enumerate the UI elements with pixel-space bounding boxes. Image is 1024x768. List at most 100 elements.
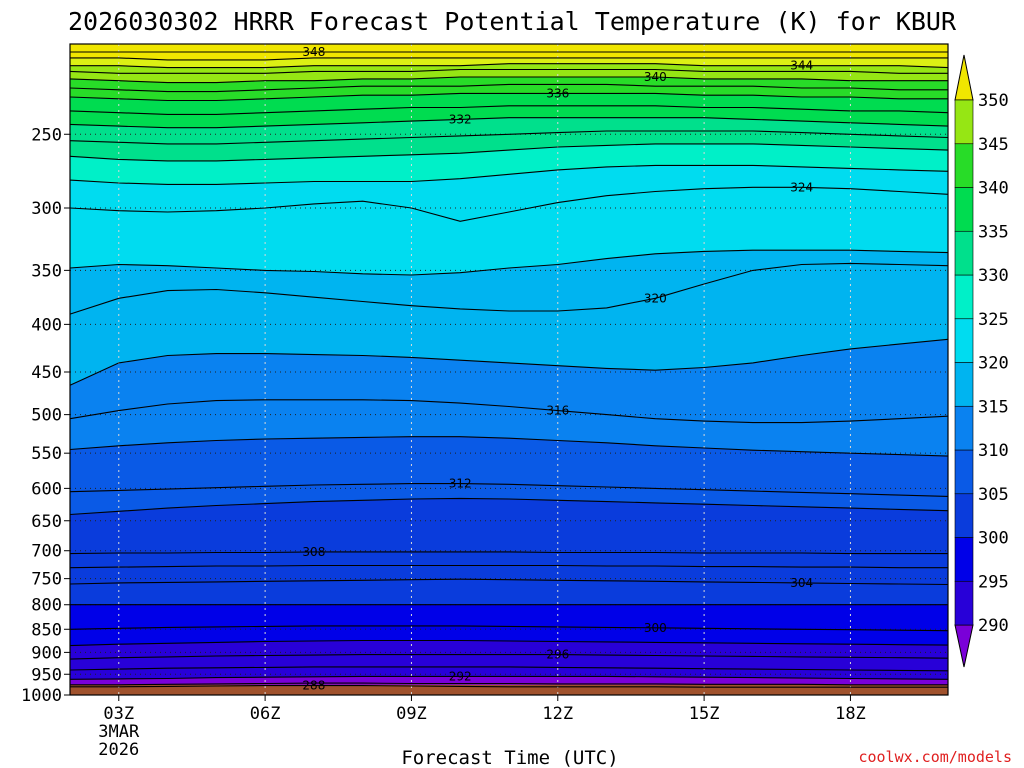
x-tick-18Z: 18Z [835, 704, 866, 724]
colorbar-segment-300 [954, 493, 974, 538]
contour-318 [69, 338, 949, 386]
contour-label-324: 324 [790, 180, 813, 194]
contour-324 [69, 186, 949, 222]
contour-338 [69, 83, 948, 93]
colorbar-label-290: 290 [978, 616, 1009, 636]
colorbar-label-300: 300 [978, 529, 1009, 549]
contour-304 [69, 578, 949, 586]
contour-label-312: 312 [449, 477, 472, 491]
contour-342 [69, 68, 948, 74]
plot-frame [69, 43, 949, 696]
colorbar-segment-310 [954, 405, 974, 451]
contour-336 [69, 92, 948, 102]
contour-320 [69, 262, 949, 315]
colorbar-segment-290 [954, 580, 974, 626]
contour-label-332: 332 [449, 112, 472, 126]
contour-label-304: 304 [790, 576, 813, 590]
y-tick-300: 300 [31, 199, 62, 219]
colorbar-low-arrow [954, 624, 974, 668]
contour-label-344: 344 [790, 59, 813, 73]
y-tick-550: 550 [31, 444, 62, 464]
y-tick-900: 900 [31, 643, 62, 663]
contour-label-320: 320 [644, 291, 667, 305]
colorbar-segment-295 [954, 537, 974, 582]
colorbar-segment-305 [954, 449, 974, 495]
x-tick-06Z: 06Z [250, 704, 281, 724]
contour-label-316: 316 [546, 404, 569, 418]
colorbar-label-320: 320 [978, 354, 1009, 374]
y-tick-950: 950 [31, 665, 62, 685]
y-tick-450: 450 [31, 363, 62, 383]
colorbar-label-315: 315 [978, 397, 1009, 417]
y-tick-350: 350 [31, 261, 62, 281]
contour-308 [69, 551, 948, 555]
grid-lines [70, 44, 948, 696]
contour-314 [69, 436, 949, 457]
colorbar-segment-315 [954, 362, 974, 407]
contour-328 [69, 143, 949, 162]
y-tick-750: 750 [31, 570, 62, 590]
colorbar-label-330: 330 [978, 266, 1009, 286]
contour-330 [69, 130, 949, 145]
filled-bands [70, 44, 948, 695]
colorbar-label-350: 350 [978, 91, 1009, 111]
colorbar-high-arrow [954, 54, 974, 101]
credit-text: coolwx.com/models [858, 748, 1012, 766]
contour-label-288: 288 [302, 679, 325, 693]
y-tick-1000: 1000 [21, 686, 62, 706]
y-tick-800: 800 [31, 596, 62, 616]
x-tick-03Z: 03Z [103, 704, 134, 724]
contour-label-308: 308 [302, 545, 325, 559]
colorbar-label-305: 305 [978, 485, 1009, 505]
contour-334 [69, 105, 949, 115]
x-tick-12Z: 12Z [542, 704, 573, 724]
y-tick-850: 850 [31, 620, 62, 640]
colorbar-label-295: 295 [978, 572, 1009, 592]
colorbar-segment-340 [954, 143, 974, 188]
chart-title: 2026030302 HRRR Forecast Potential Tempe… [68, 7, 957, 36]
y-tick-400: 400 [31, 315, 62, 335]
contour-label-292: 292 [449, 669, 472, 683]
y-tick-650: 650 [31, 512, 62, 532]
contour-labels: 288 292 296 300 304 308 312 316 320 324 332 336 340 3… [302, 45, 813, 693]
y-tick-250: 250 [31, 125, 62, 145]
y-tick-700: 700 [31, 542, 62, 562]
contour-label-340: 340 [644, 70, 667, 84]
colorbar-segment-335 [954, 187, 974, 232]
colorbar-label-310: 310 [978, 441, 1009, 461]
contour-296 [69, 654, 949, 660]
contour-346 [70, 57, 948, 61]
contour-326 [69, 164, 949, 185]
x-tick-15Z: 15Z [689, 704, 720, 724]
colorbar-segment-325 [954, 274, 974, 320]
contour-lines [69, 51, 949, 688]
contour-340 [69, 76, 948, 84]
contour-294 [69, 666, 949, 672]
x-tick-year: 2026 [98, 740, 139, 760]
colorbar-label-345: 345 [978, 135, 1009, 155]
colorbar-segment-345 [954, 99, 974, 145]
contour-344 [70, 63, 949, 69]
ground-area [70, 684, 948, 695]
contour-300 [69, 625, 949, 632]
ground-fill [70, 684, 948, 695]
x-tick-09Z: 09Z [396, 704, 427, 724]
colorbar-segment-320 [954, 318, 974, 363]
y-axis-ticks: 250 300 350 400 450 500 550 600 650 700 750 800 850 9… [21, 125, 70, 706]
contour-label-336: 336 [546, 86, 569, 100]
contour-310 [69, 497, 949, 516]
contour-298 [69, 639, 949, 647]
x-axis-label: Forecast Time (UTC) [401, 747, 618, 768]
contour-332 [69, 117, 949, 129]
contour-312 [69, 483, 949, 497]
contour-label-300: 300 [644, 621, 667, 635]
colorbar-segment-330 [954, 230, 974, 276]
y-tick-500: 500 [31, 406, 62, 426]
contour-316 [69, 399, 949, 424]
colorbar-label-325: 325 [978, 310, 1009, 330]
contour-292 [69, 675, 949, 680]
y-tick-600: 600 [31, 479, 62, 499]
contour-290 [70, 682, 948, 686]
